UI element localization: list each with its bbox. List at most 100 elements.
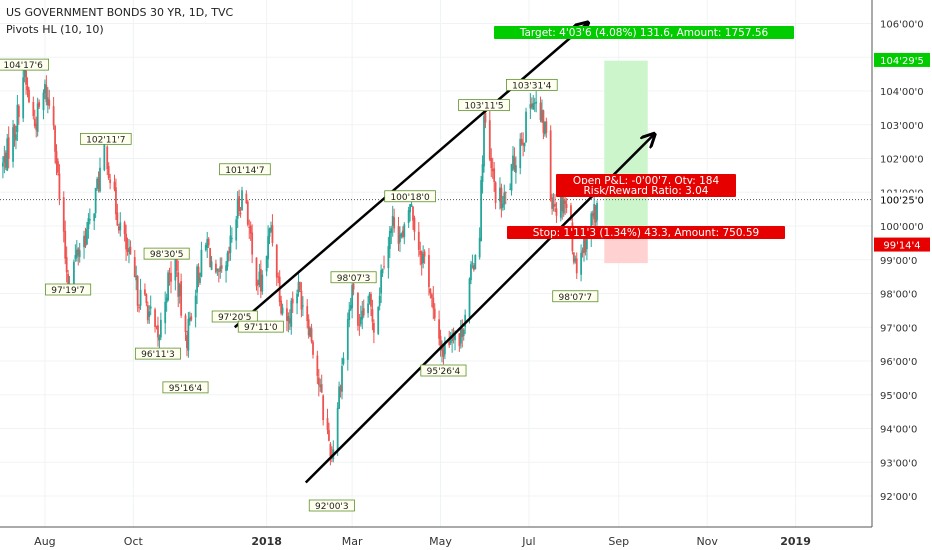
candle: [328, 422, 330, 442]
candle-body: [580, 252, 582, 275]
candle-body: [529, 104, 532, 109]
candle: [271, 214, 274, 247]
x-tick-label: 2019: [780, 535, 811, 548]
candle-body: [390, 228, 393, 233]
candle-body: [488, 120, 491, 160]
candle: [581, 247, 584, 258]
candle-body: [62, 197, 65, 232]
candle-body: [451, 336, 454, 341]
candle: [316, 350, 319, 385]
candle: [470, 260, 472, 285]
candle-body: [509, 188, 511, 190]
candle: [596, 200, 598, 226]
candle: [377, 305, 380, 336]
candle: [442, 344, 445, 365]
candle: [270, 221, 272, 233]
candle-body: [454, 333, 456, 341]
risk-reward-label: Risk/Reward Ratio: 3.04: [556, 184, 736, 197]
candle-body: [115, 187, 117, 215]
candle-body: [268, 228, 271, 237]
candle: [319, 378, 322, 392]
pivot-label: 92'00'3: [308, 499, 355, 512]
candle-body: [97, 178, 100, 189]
y-tick-label: 96'00'0: [880, 357, 917, 368]
candle-body: [125, 233, 127, 250]
candle-body: [310, 328, 313, 342]
candle-body: [585, 237, 588, 249]
candle: [148, 305, 151, 324]
candle-body: [84, 235, 87, 247]
pivot-label-box: [45, 283, 92, 296]
candle: [65, 246, 68, 283]
candle: [322, 394, 325, 426]
candle: [307, 314, 310, 339]
candle-body: [520, 138, 523, 145]
pivot-label: 103'11'5: [458, 99, 510, 112]
candle-body: [409, 203, 412, 213]
candle: [342, 352, 345, 366]
candle-body: [493, 168, 496, 182]
candle-body: [99, 167, 101, 192]
candle-body: [106, 146, 109, 170]
candle-body: [542, 110, 545, 133]
candle: [75, 240, 78, 262]
candle: [490, 148, 493, 178]
candle-body: [348, 309, 351, 321]
candle: [372, 319, 375, 344]
candle: [461, 319, 464, 348]
candle: [33, 109, 36, 129]
candle: [419, 241, 422, 266]
candle: [565, 198, 568, 214]
candle-body: [378, 295, 381, 306]
candle-body: [480, 180, 483, 242]
candle-body: [236, 198, 239, 219]
candle-body: [551, 197, 554, 209]
candle: [296, 289, 298, 315]
candle-body: [55, 151, 58, 165]
candle-body: [271, 225, 274, 243]
candle-body: [471, 262, 474, 264]
candle: [178, 282, 181, 304]
candle: [438, 310, 440, 346]
candle-body: [75, 249, 78, 258]
candle-body: [126, 248, 129, 252]
candle: [3, 145, 6, 174]
candle-body: [15, 134, 17, 141]
pivot-label-box: [237, 320, 284, 333]
candle-body: [197, 266, 200, 281]
candle-body: [261, 274, 264, 292]
candle: [512, 146, 514, 171]
last-price-tag-box: [874, 192, 930, 207]
candle: [290, 297, 293, 335]
candle-body: [52, 106, 55, 126]
candle-body: [4, 152, 7, 168]
pivot-label: 98'07'7: [552, 290, 599, 303]
candle: [430, 292, 433, 308]
candle-body: [381, 269, 384, 274]
candle-body: [510, 164, 513, 191]
candle: [291, 291, 294, 313]
channel-upper-line: [233, 24, 587, 329]
candle-body: [316, 355, 319, 376]
candle: [155, 325, 158, 330]
x-tick-label: 2018: [251, 535, 282, 548]
candle: [513, 147, 516, 173]
candle: [488, 110, 491, 162]
candle-body: [217, 270, 220, 272]
pivot-label-box: [458, 99, 510, 112]
candle-body: [129, 246, 132, 255]
pivot-label-text: 95'26'4: [427, 367, 461, 377]
pivot-label: 96'11'3: [134, 347, 181, 360]
candle-body: [74, 255, 77, 259]
candle-body: [64, 230, 67, 259]
candle: [157, 316, 159, 347]
candle-body: [270, 227, 272, 231]
candle-body: [596, 203, 598, 221]
candle-body: [513, 157, 516, 170]
candle: [52, 97, 55, 130]
candle: [241, 186, 243, 211]
candle-body: [559, 195, 562, 218]
candle-body: [45, 85, 48, 103]
